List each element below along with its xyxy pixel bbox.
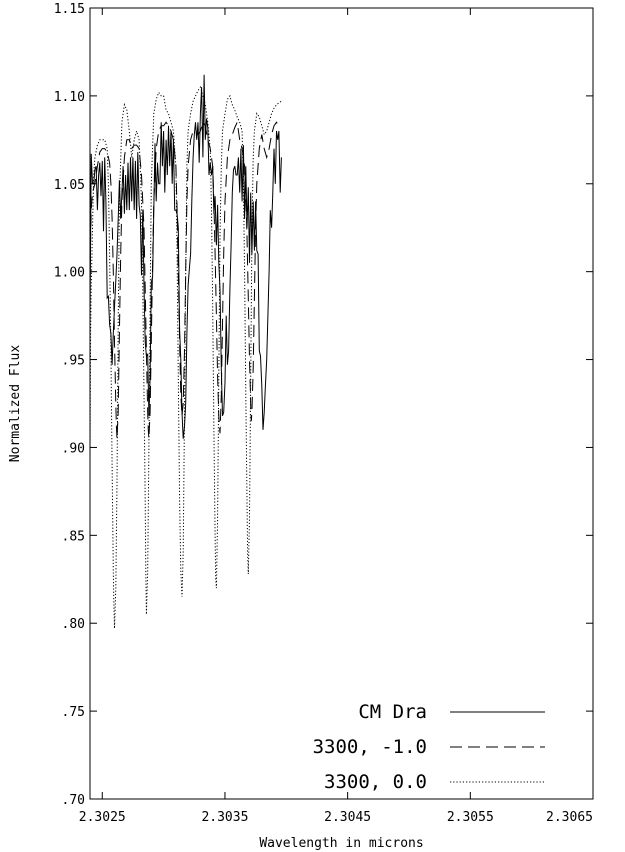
x-tick-label: 2.3045: [324, 810, 371, 825]
x-axis-title: Wavelength in microns: [259, 836, 423, 851]
x-tick-label: 2.3055: [447, 810, 494, 825]
y-axis-title: Normalized Flux: [8, 345, 23, 463]
legend-label: 3300, -1.0: [313, 736, 427, 758]
x-tick-label: 2.3065: [546, 810, 593, 825]
y-tick-label: .95: [62, 354, 85, 369]
x-tick-label: 2.3035: [201, 810, 248, 825]
x-tick-label: 2.3025: [79, 810, 126, 825]
y-tick-label: 1.00: [54, 266, 85, 281]
y-tick-label: .70: [62, 793, 85, 808]
y-tick-label: .85: [62, 529, 85, 544]
legend: CM Dra 3300, -1.0 3300, 0.0: [313, 701, 545, 793]
plot-frame: [89, 7, 594, 800]
y-tick-label: .75: [62, 705, 85, 720]
series-layer: [89, 74, 282, 629]
y-axis-ticks: .70 .75 .80 .85 .90 .95 1.00 1.05 1.10 1.15: [54, 2, 593, 808]
y-tick-label: 1.15: [54, 2, 85, 17]
legend-label: 3300, 0.0: [324, 771, 427, 793]
y-tick-label: .90: [62, 441, 85, 456]
series-line-2: [89, 85, 282, 629]
y-tick-label: 1.05: [54, 178, 85, 193]
y-tick-label: 1.10: [54, 90, 85, 105]
y-tick-label: .80: [62, 617, 85, 632]
legend-label: CM Dra: [358, 701, 427, 723]
x-axis-ticks: 2.3025 2.3035 2.3045 2.3055 2.3065: [79, 8, 594, 825]
series-line-1: [89, 120, 282, 439]
